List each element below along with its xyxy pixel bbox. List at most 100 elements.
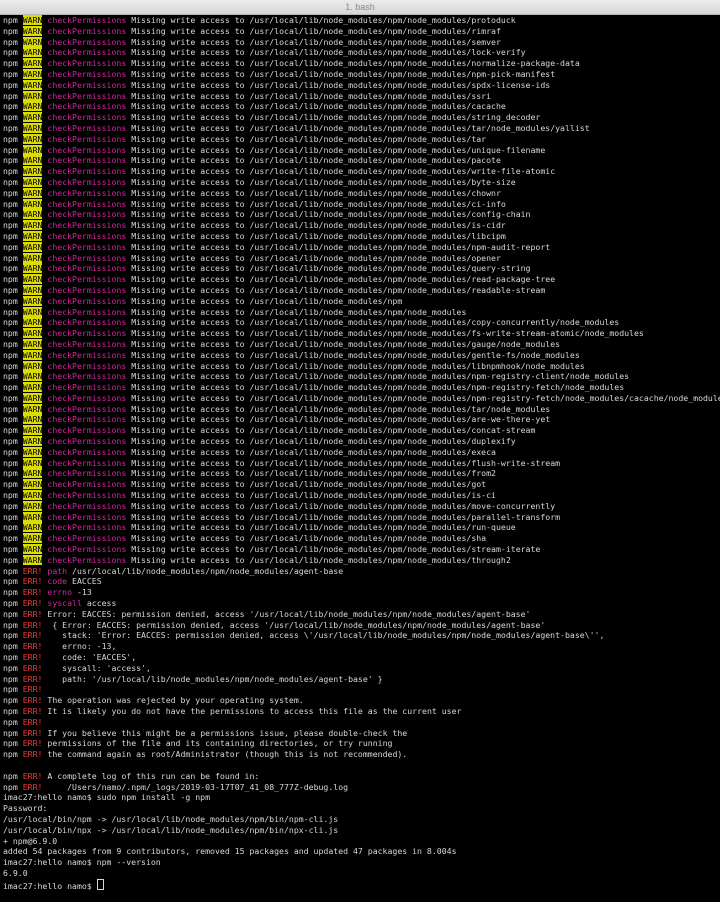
log-keyword: checkPermissions (47, 58, 127, 69)
warn-badge: WARN (22, 360, 43, 371)
err-label: ERR! (22, 695, 43, 706)
log-message: Missing write access to /usr/local/lib/n… (131, 403, 551, 414)
npm-prefix: npm (3, 673, 18, 684)
npm-prefix: npm (3, 436, 18, 447)
log-keyword: checkPermissions (47, 25, 127, 36)
warn-badge: WARN (22, 392, 43, 403)
err-label: ERR! (22, 576, 43, 587)
terminal-line: Password: (3, 803, 720, 814)
warn-badge: WARN (22, 446, 43, 457)
log-keyword: checkPermissions (47, 241, 127, 252)
err-label: ERR! (22, 630, 43, 641)
npm-prefix: npm (3, 403, 18, 414)
terminal-line: npm ERR! path /usr/local/lib/node_module… (3, 566, 720, 577)
warn-badge: WARN (22, 230, 43, 241)
warn-badge: WARN (22, 36, 43, 47)
log-keyword: checkPermissions (47, 144, 127, 155)
npm-prefix: npm (3, 414, 18, 425)
warn-badge: WARN (22, 47, 43, 58)
terminal-line: npm WARN checkPermissions Missing write … (3, 511, 720, 523)
npm-prefix: npm (3, 630, 18, 641)
log-keyword: checkPermissions (47, 122, 127, 133)
npm-prefix: npm (3, 500, 18, 511)
log-message: path: '/usr/local/lib/node_modules/npm/n… (47, 673, 383, 684)
log-message: Missing write access to /usr/local/lib/n… (131, 425, 536, 436)
npm-prefix: npm (3, 749, 18, 760)
npm-prefix: npm (3, 446, 18, 457)
terminal-line: npm WARN checkPermissions Missing write … (3, 382, 720, 393)
terminal-line: npm WARN checkPermissions Missing write … (3, 166, 720, 177)
log-message: Missing write access to /usr/local/lib/n… (131, 230, 506, 241)
terminal-line: npm WARN checkPermissions Missing write … (3, 349, 720, 361)
warn-badge: WARN (22, 101, 43, 112)
npm-prefix: npm (3, 641, 18, 652)
terminal-output[interactable]: npm WARN checkPermissions Missing write … (3, 15, 720, 902)
log-keyword: checkPermissions (47, 338, 127, 349)
log-message: Missing write access to /usr/local/lib/n… (131, 544, 541, 555)
terminal-line: npm WARN checkPermissions Missing write … (3, 554, 720, 566)
text-cursor[interactable] (96, 878, 104, 890)
log-message: Missing write access to /usr/local/lib/n… (131, 317, 620, 328)
log-message: Missing write access to /usr/local/lib/n… (131, 392, 720, 403)
log-message: Missing write access to /usr/local/lib/n… (131, 122, 590, 133)
terminal-line: npm WARN checkPermissions Missing write … (3, 457, 720, 469)
terminal-line: npm WARN checkPermissions Missing write … (3, 25, 720, 37)
log-message: Missing write access to /usr/local/lib/n… (131, 349, 580, 360)
terminal-line: npm WARN checkPermissions Missing write … (3, 284, 720, 296)
warn-badge: WARN (22, 155, 43, 166)
warn-badge: WARN (22, 295, 43, 306)
npm-prefix: npm (3, 490, 18, 501)
terminal-line: npm ERR! syscall access (3, 598, 720, 609)
window-title: 1. bash (345, 2, 375, 12)
log-keyword: checkPermissions (47, 155, 127, 166)
log-message: Missing write access to /usr/local/lib/n… (131, 58, 580, 69)
terminal-line: /usr/local/bin/npm -> /usr/local/lib/nod… (3, 814, 720, 825)
npm-prefix: npm (3, 68, 18, 79)
err-label: ERR! (22, 738, 43, 749)
log-message: Missing write access to /usr/local/lib/n… (131, 414, 551, 425)
title-bar[interactable]: 1. bash (0, 0, 720, 15)
terminal-line: npm ERR! Error: EACCES: permission denie… (3, 609, 720, 620)
err-label: ERR! (22, 565, 43, 576)
log-message: Missing write access to /usr/local/lib/n… (131, 176, 516, 187)
log-keyword: checkPermissions (47, 436, 127, 447)
log-message: Missing write access to /usr/local/lib/n… (131, 522, 516, 533)
log-keyword: checkPermissions (47, 112, 127, 123)
warn-badge: WARN (22, 25, 43, 36)
npm-prefix: npm (3, 662, 18, 673)
terminal-line: npm WARN checkPermissions Missing write … (3, 274, 720, 285)
log-message: errno: -13, (47, 641, 117, 652)
warn-badge: WARN (22, 468, 43, 479)
npm-prefix: npm (3, 576, 18, 587)
npm-prefix: npm (3, 695, 18, 706)
terminal-line: npm WARN checkPermissions Missing write … (3, 220, 720, 231)
npm-prefix: npm (3, 533, 18, 544)
terminal-line: imac27:hello namo$ (3, 878, 720, 891)
warn-badge: WARN (22, 511, 43, 522)
terminal-line: npm WARN checkPermissions Missing write … (3, 79, 720, 91)
log-message: Missing write access to /usr/local/lib/n… (131, 47, 526, 58)
npm-prefix: npm (3, 587, 18, 598)
npm-prefix: npm (3, 187, 18, 198)
terminal-line: npm WARN checkPermissions Missing write … (3, 187, 720, 199)
log-message: Missing write access to /usr/local/lib/n… (131, 479, 487, 490)
terminal-line: npm WARN checkPermissions Missing write … (3, 479, 720, 490)
npm-prefix: npm (3, 284, 18, 295)
npm-prefix: npm (3, 727, 18, 738)
log-keyword: checkPermissions (47, 36, 127, 47)
terminal-line: npm WARN checkPermissions Missing write … (3, 295, 720, 307)
terminal-line: npm WARN checkPermissions Missing write … (3, 36, 720, 48)
output-text: 6.9.0 (3, 867, 28, 878)
warn-badge: WARN (22, 479, 43, 490)
terminal-line: npm WARN checkPermissions Missing write … (3, 533, 720, 544)
npm-prefix: npm (3, 155, 18, 166)
terminal-line: npm ERR! (3, 684, 720, 695)
log-message: stack: 'Error: EACCES: permission denied… (47, 630, 605, 641)
npm-prefix: npm (3, 511, 18, 522)
log-keyword: checkPermissions (47, 446, 127, 457)
log-message: Missing write access to /usr/local/lib/n… (131, 241, 551, 252)
log-message: access (86, 598, 117, 609)
terminal-line: npm WARN checkPermissions Missing write … (3, 436, 720, 447)
npm-prefix: npm (3, 198, 18, 209)
err-label: ERR! (22, 727, 43, 738)
